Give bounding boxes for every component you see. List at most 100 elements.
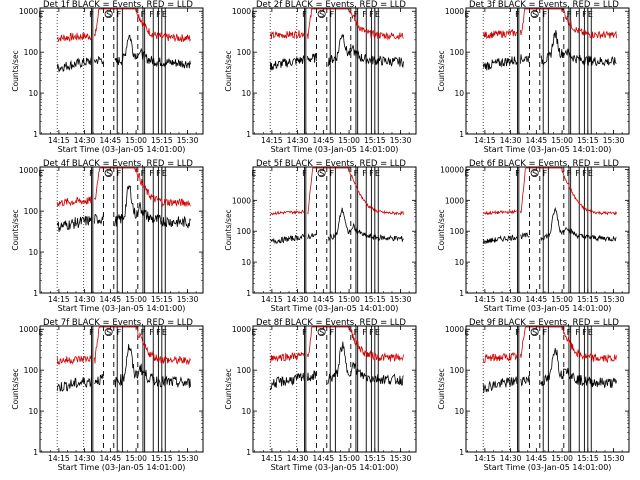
event-marker: E: [251, 328, 256, 337]
y-tick-label: 1: [246, 448, 251, 457]
event-rate-line: [520, 232, 530, 240]
event-rate-line: [520, 375, 530, 387]
x-tick-label: 14:45: [313, 136, 335, 145]
x-tick-label: 14:15: [48, 136, 70, 145]
event-marker: F: [149, 169, 154, 178]
plot-frame: [39, 325, 204, 453]
event-marker: S: [106, 10, 111, 19]
event-marker: F: [582, 328, 587, 337]
y-axis-label: Counts/sec: [11, 209, 20, 250]
chart-panel-2: Det 2f BLACK = Events, RED = LLD 14:15 14:…: [224, 0, 417, 154]
x-tick-label: 14:15: [474, 136, 496, 145]
event-rate-line: [269, 55, 305, 71]
event-rate-line: [94, 213, 104, 225]
event-marker: F: [515, 169, 520, 178]
event-marker: F: [89, 10, 94, 19]
event-marker: F: [582, 169, 587, 178]
chart-panel-6: Det 6f BLACK = Events, RED = LLD 14:15 14:…: [437, 159, 630, 313]
event-rate-line: [114, 344, 191, 389]
x-tick-label: 14:30: [287, 136, 309, 145]
event-marker: F: [302, 328, 307, 337]
lld-rate-line: [56, 355, 92, 366]
y-tick-label: 1000: [19, 325, 38, 334]
x-tick-label: 14:30: [500, 295, 522, 304]
y-tick-label: 1000: [232, 325, 251, 334]
x-tick-label: 14:45: [526, 454, 548, 463]
plot-frame: [39, 7, 204, 135]
lld-rate-line: [307, 167, 404, 216]
event-marker: E: [588, 10, 593, 19]
lld-rate-line: [56, 32, 92, 43]
x-tick-label: 14:45: [526, 136, 548, 145]
y-tick-label: 100: [450, 48, 465, 57]
event-marker: S: [106, 169, 111, 178]
x-tick-label: 15:15: [577, 295, 599, 304]
x-axis-label: Start Time (03-Jan-05 14:01:00): [484, 304, 612, 313]
event-marker: F: [354, 10, 359, 19]
event-rate-line: [540, 30, 617, 67]
y-axis-label: Counts/sec: [224, 50, 233, 91]
event-marker: F: [543, 10, 548, 19]
lld-rate-line: [94, 8, 191, 43]
event-marker: F: [117, 10, 122, 19]
x-tick-label: 14:45: [313, 454, 335, 463]
x-tick-label: 15:15: [364, 136, 386, 145]
chart-panel-3: Det 3f BLACK = Events, RED = LLD 14:15 14:…: [437, 0, 630, 154]
y-tick-label: 1: [33, 130, 38, 139]
y-tick-label: 10: [241, 258, 251, 267]
y-tick-label: 1: [246, 289, 251, 298]
event-rate-line: [269, 233, 305, 245]
event-rate-line: [482, 376, 518, 393]
event-marker: E: [251, 169, 256, 178]
lld-rate-line: [269, 30, 305, 39]
event-marker: F: [369, 328, 374, 337]
plot-frame: [252, 7, 417, 135]
event-marker: E: [251, 10, 256, 19]
lld-rate-line: [56, 196, 92, 208]
chart-title: Det 8f BLACK = Events, RED = LLD: [256, 318, 406, 328]
event-marker: F: [575, 328, 580, 337]
x-tick-label: 14:30: [287, 295, 309, 304]
event-marker: F: [141, 10, 146, 19]
chart-panel-4: Det 4f BLACK = Events, RED = LLD 14:15 14:…: [11, 159, 204, 313]
event-marker: S: [319, 169, 324, 178]
y-tick-label: 100: [237, 366, 252, 375]
lld-rate-line: [94, 326, 191, 366]
event-marker: S: [319, 328, 324, 337]
event-marker: F: [567, 169, 572, 178]
chart-title: Det 5f BLACK = Events, RED = LLD: [256, 159, 406, 169]
chart-panel-5: Det 5f BLACK = Events, RED = LLD 14:15 14:…: [224, 159, 417, 313]
x-tick-label: 14:15: [48, 454, 70, 463]
x-tick-label: 15:15: [151, 295, 173, 304]
y-tick-label: 10: [241, 407, 251, 416]
x-tick-label: 14:45: [100, 295, 122, 304]
saa-marker-circle: [317, 9, 326, 18]
x-tick-label: 15:00: [338, 136, 360, 145]
y-tick-label: 10: [28, 248, 38, 257]
event-marker: S: [532, 328, 537, 337]
event-marker: F: [330, 328, 335, 337]
event-marker: E: [162, 10, 167, 19]
event-marker: F: [141, 328, 146, 337]
y-tick-label: 10: [28, 89, 38, 98]
x-tick-label: 14:45: [100, 136, 122, 145]
event-marker: E: [588, 328, 593, 337]
event-marker: F: [362, 328, 367, 337]
y-axis-label: Counts/sec: [437, 368, 446, 409]
event-rate-line: [307, 233, 317, 240]
x-tick-label: 15:00: [338, 454, 360, 463]
y-tick-label: 100: [24, 48, 39, 57]
saa-marker-circle: [530, 168, 539, 177]
event-marker: F: [567, 10, 572, 19]
event-rate-line: [540, 206, 617, 243]
event-marker: E: [38, 169, 43, 178]
plot-frame: [465, 325, 630, 453]
x-tick-label: 15:15: [577, 454, 599, 463]
x-axis-label: Start Time (03-Jan-05 14:01:00): [271, 304, 399, 313]
event-marker: F: [302, 10, 307, 19]
y-axis-label: Counts/sec: [224, 368, 233, 409]
event-rate-line: [327, 33, 404, 68]
x-tick-label: 15:15: [151, 136, 173, 145]
y-tick-label: 100: [450, 366, 465, 375]
x-tick-label: 14:30: [500, 136, 522, 145]
